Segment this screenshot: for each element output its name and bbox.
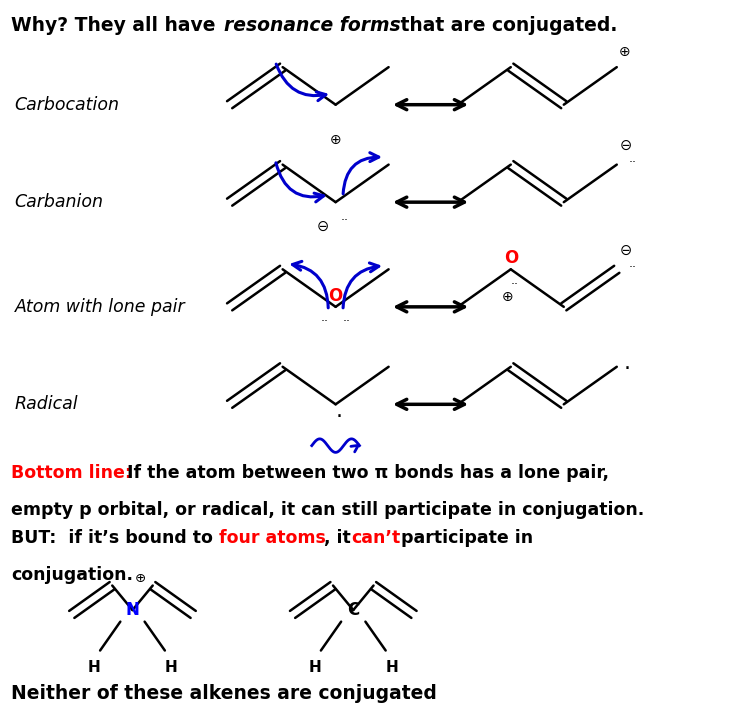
Text: N: N: [126, 601, 139, 619]
Text: ··: ··: [511, 278, 518, 291]
Text: ··: ··: [321, 316, 328, 329]
Text: O: O: [503, 249, 518, 267]
Text: ··: ··: [629, 261, 637, 274]
Text: $\oplus$: $\oplus$: [134, 572, 146, 585]
Text: Carbocation: Carbocation: [15, 96, 120, 113]
Text: H: H: [165, 661, 177, 675]
Text: that are conjugated.: that are conjugated.: [394, 16, 617, 35]
Text: H: H: [386, 661, 398, 675]
Text: can’t: can’t: [351, 529, 400, 547]
Text: conjugation.: conjugation.: [11, 567, 133, 584]
Text: If the atom between two π bonds has a lone pair,: If the atom between two π bonds has a lo…: [121, 464, 609, 482]
Text: Radical: Radical: [15, 396, 78, 413]
Text: BUT:  if it’s bound to: BUT: if it’s bound to: [11, 529, 219, 547]
Text: ··: ··: [341, 214, 348, 227]
Text: $\ominus$: $\ominus$: [619, 139, 632, 153]
Text: O: O: [328, 287, 343, 305]
Text: ··: ··: [343, 316, 350, 329]
Text: empty p orbital, or radical, it can still participate in conjugation.: empty p orbital, or radical, it can stil…: [11, 502, 644, 519]
Text: $\ominus$: $\ominus$: [316, 219, 329, 234]
Text: $\oplus$: $\oplus$: [330, 134, 342, 147]
Text: resonance forms: resonance forms: [224, 16, 401, 35]
Text: H: H: [88, 661, 100, 675]
Text: Why? They all have: Why? They all have: [11, 16, 222, 35]
Text: C: C: [347, 601, 359, 619]
Text: ··: ··: [629, 156, 637, 169]
Text: H: H: [308, 661, 321, 675]
Text: $\oplus$: $\oplus$: [618, 45, 630, 59]
Text: $\ominus$: $\ominus$: [619, 243, 632, 258]
Text: , it: , it: [324, 529, 356, 547]
Text: $\oplus$: $\oplus$: [501, 290, 513, 305]
Text: Neither of these alkenes are conjugated: Neither of these alkenes are conjugated: [11, 684, 437, 703]
Text: Atom with lone pair: Atom with lone pair: [15, 298, 185, 316]
Text: ·: ·: [623, 359, 631, 378]
Text: four atoms: four atoms: [219, 529, 325, 547]
Text: ·: ·: [336, 407, 343, 427]
Text: participate in: participate in: [395, 529, 534, 547]
Text: Bottom line:: Bottom line:: [11, 464, 132, 482]
Text: Carbanion: Carbanion: [15, 193, 104, 211]
